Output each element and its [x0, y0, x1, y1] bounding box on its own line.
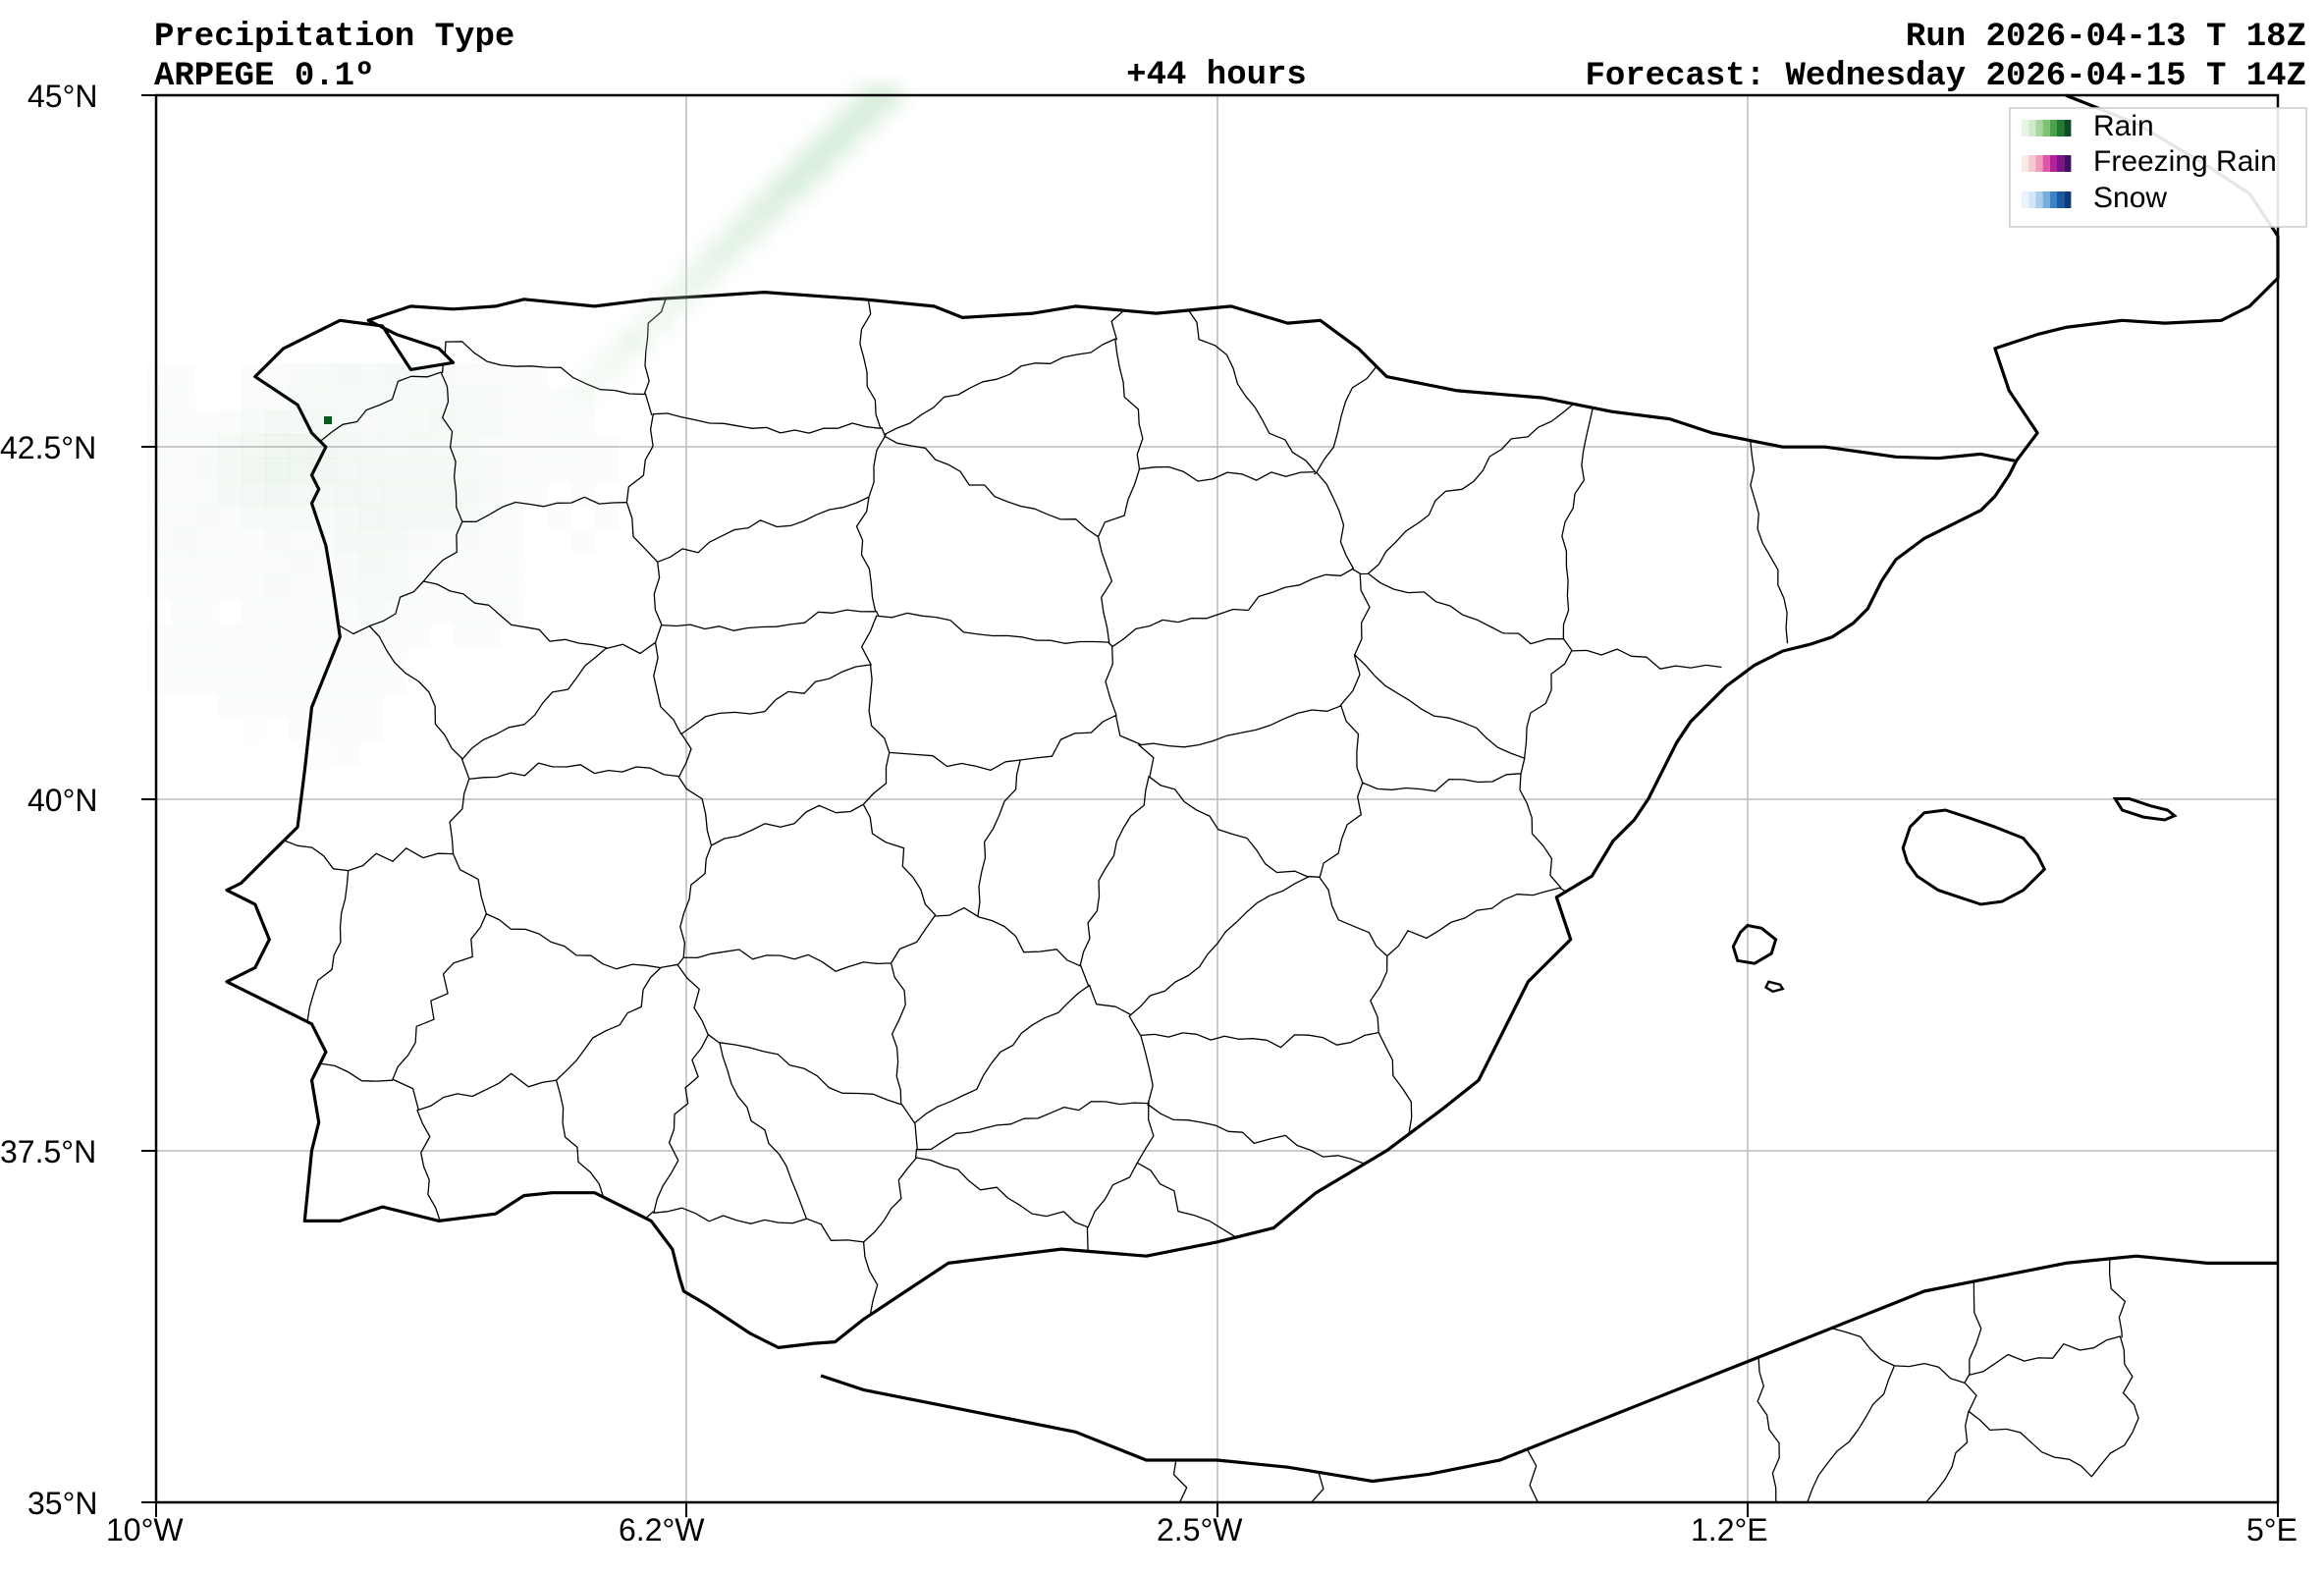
svg-text:Snow: Snow: [2093, 182, 2167, 214]
svg-text:Rain: Rain: [2093, 110, 2154, 142]
svg-text:Freezing Rain: Freezing Rain: [2093, 145, 2277, 178]
